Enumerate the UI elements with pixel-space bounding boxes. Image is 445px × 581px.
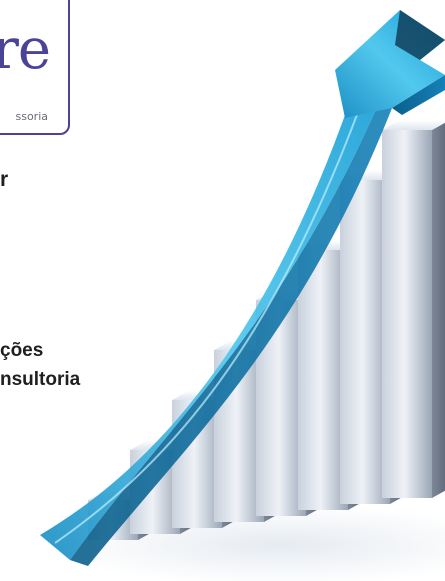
logo-tagline: ssoria <box>15 110 48 123</box>
logo-wordmark: re <box>0 17 51 82</box>
bar-8 <box>382 130 432 498</box>
bar-6 <box>298 250 348 510</box>
bar-top-8 <box>382 120 445 130</box>
growth-arrow <box>40 10 445 566</box>
heading-fragment: r <box>0 168 9 191</box>
bar-7 <box>340 180 390 504</box>
arrow-head <box>335 10 445 118</box>
company-logo: re ssoria <box>0 0 70 135</box>
service-line-2: nsultoria <box>0 369 81 390</box>
bar-side-8 <box>432 122 445 498</box>
service-line-1: ções <box>0 340 44 361</box>
bar-group <box>88 120 445 540</box>
